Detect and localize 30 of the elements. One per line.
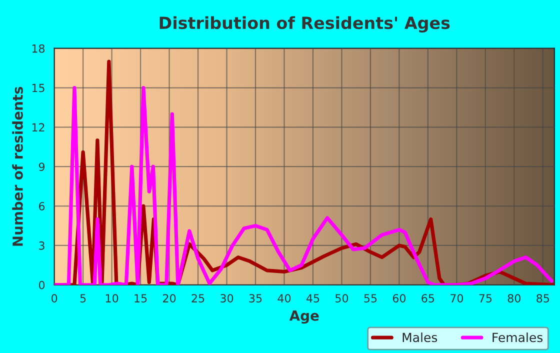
x-tick-label: 60 xyxy=(392,294,406,302)
y-tick-label: 9 xyxy=(38,162,45,171)
x-tick-label: 40 xyxy=(278,294,291,302)
legend-label: Females xyxy=(492,332,543,342)
y-axis-title: Number of residents xyxy=(12,86,23,246)
y-tick-label: 0 xyxy=(38,280,45,290)
x-tick-label: 35 xyxy=(249,294,262,302)
x-tick-label: 25 xyxy=(192,294,204,302)
x-tick-label: 10 xyxy=(106,294,118,302)
x-tick-label: 0 xyxy=(52,294,58,302)
y-tick-label: 15 xyxy=(32,84,44,92)
x-tick-label: 75 xyxy=(479,294,492,302)
legend-label: Males xyxy=(402,332,438,342)
x-axis-title: Age xyxy=(289,310,319,324)
x-tick-label: 20 xyxy=(163,294,176,302)
y-tick-label: 18 xyxy=(32,44,45,53)
x-tick-label: 70 xyxy=(450,294,464,302)
x-tick-label: 65 xyxy=(422,294,434,302)
x-tick-label: 55 xyxy=(364,294,377,302)
y-tick-label: 3 xyxy=(39,241,44,250)
x-tick-label: 80 xyxy=(508,294,520,302)
x-tick-label: 50 xyxy=(336,294,348,302)
chart-title: Distribution of Residents' Ages xyxy=(160,16,450,33)
x-tick-label: 5 xyxy=(80,294,86,302)
x-tick-label: 45 xyxy=(306,294,320,302)
y-tick-label: 6 xyxy=(39,202,45,210)
x-tick-label: 30 xyxy=(220,294,234,302)
x-tick-label: 85 xyxy=(536,294,550,302)
y-tick-label: 12 xyxy=(32,123,44,132)
x-tick-label: 15 xyxy=(134,294,147,302)
